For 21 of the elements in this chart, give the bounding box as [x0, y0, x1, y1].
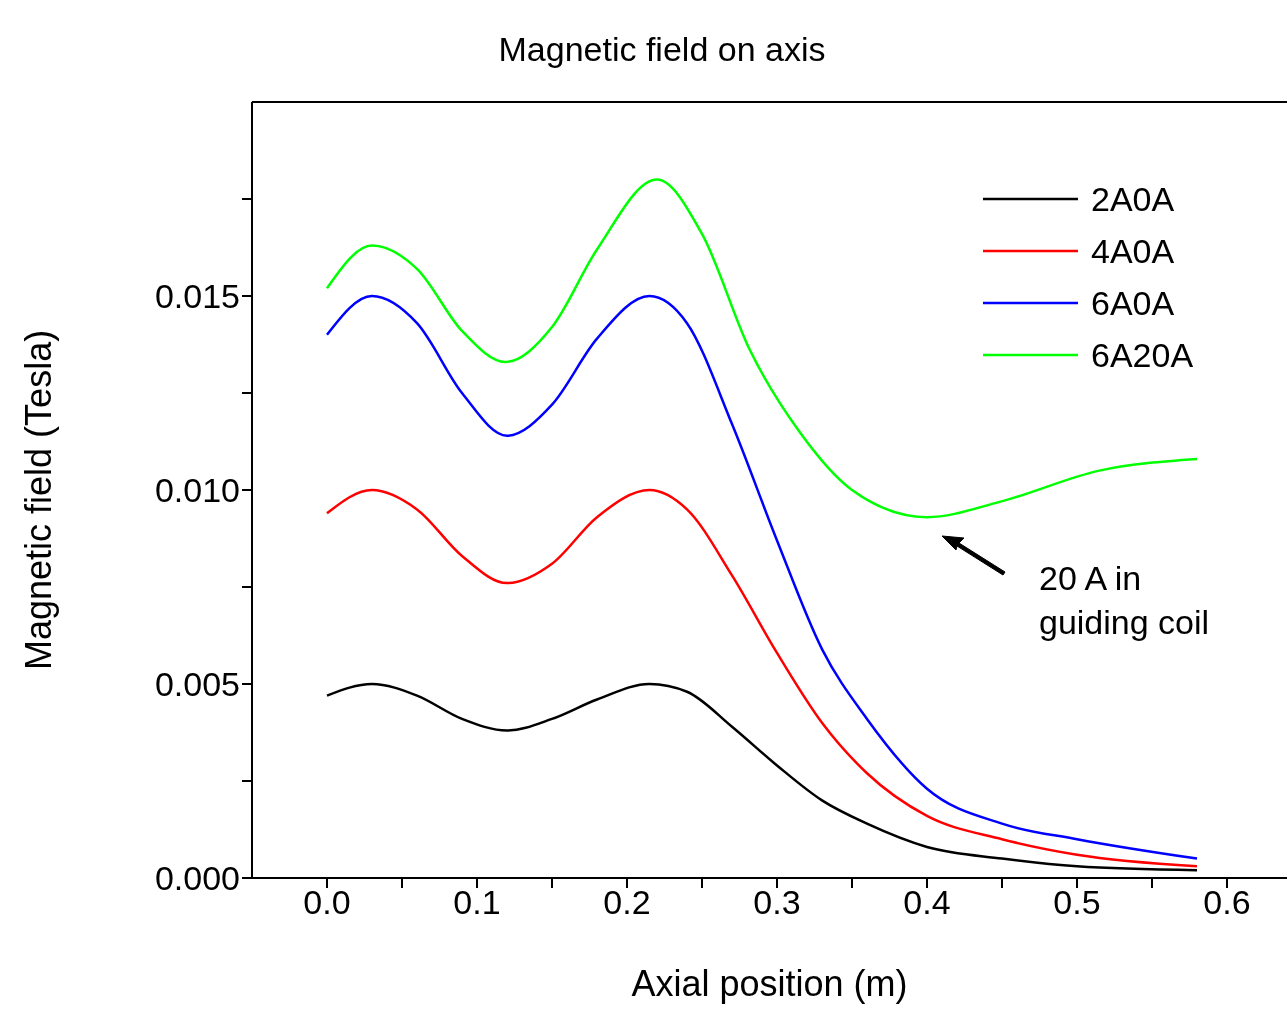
- legend-label: 6A20A: [1091, 335, 1194, 375]
- x-tick-label: 0.3: [753, 883, 801, 922]
- y-tick-label: 0.000: [154, 859, 240, 898]
- line-series: [325, 682, 1199, 872]
- x-tick-label: 0.4: [903, 883, 951, 922]
- y-tick-label: 0.005: [154, 665, 240, 704]
- chart-title: Magnetic field on axis: [497, 30, 827, 69]
- y-axis-title: Magnetic field (Tesla): [17, 329, 59, 670]
- x-tick-label: 0.6: [1203, 883, 1251, 922]
- y-tick-label: 0.015: [154, 277, 240, 316]
- x-tick-label: 0.1: [453, 883, 501, 922]
- x-tick-label: 0.5: [1053, 883, 1101, 922]
- legend-label: 4A0A: [1091, 231, 1175, 271]
- y-tick-label: 0.010: [154, 471, 240, 510]
- x-tick-label: 0.0: [303, 883, 351, 922]
- annotation: 20 A in guiding coil: [1039, 559, 1210, 641]
- line-series: [325, 178, 1199, 519]
- x-tick-label: 0.2: [603, 883, 651, 922]
- x-axis-title: Axial position (m): [631, 963, 908, 1004]
- legend-label: 6A0A: [1091, 283, 1175, 323]
- legend-label: 2A0A: [1091, 179, 1175, 219]
